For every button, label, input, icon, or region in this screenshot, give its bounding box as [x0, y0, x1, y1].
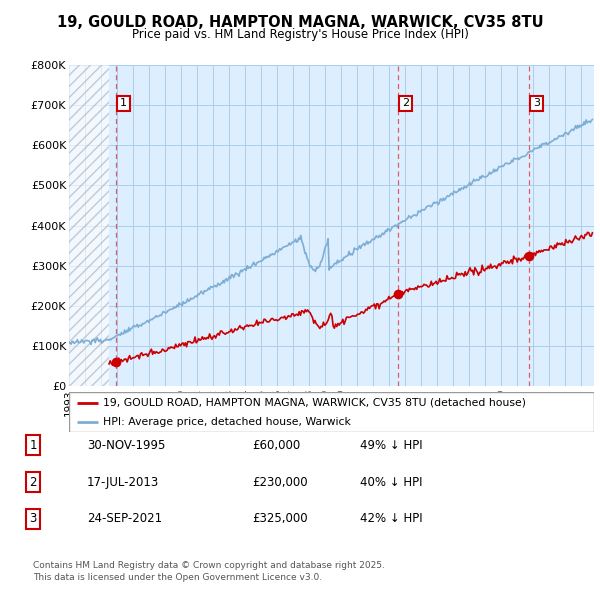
Text: Price paid vs. HM Land Registry's House Price Index (HPI): Price paid vs. HM Land Registry's House …: [131, 28, 469, 41]
Line: HPI: Average price, detached house, Warwick: HPI: Average price, detached house, Warw…: [69, 120, 592, 345]
19, GOULD ROAD, HAMPTON MAGNA, WARWICK, CV35 8TU (detached house): [411, 286, 418, 293]
19, GOULD ROAD, HAMPTON MAGNA, WARWICK, CV35 8TU (detached house): [589, 230, 596, 237]
Text: £230,000: £230,000: [252, 476, 308, 489]
HPI: Average price, detached house, Warwick: (1.99e+03, 1.08e+05): Average price, detached house, Warwick: …: [65, 340, 73, 347]
19, GOULD ROAD, HAMPTON MAGNA, WARWICK, CV35 8TU (detached house): [165, 344, 172, 351]
19, GOULD ROAD, HAMPTON MAGNA, WARWICK, CV35 8TU (detached house): [458, 270, 465, 277]
19, GOULD ROAD, HAMPTON MAGNA, WARWICK, CV35 8TU (detached house): [264, 319, 271, 326]
Text: 1: 1: [120, 99, 127, 109]
Text: 2: 2: [29, 476, 37, 489]
HPI: Average price, detached house, Warwick: (2.01e+03, 3.77e+05): Average price, detached house, Warwick: …: [378, 231, 385, 238]
HPI: Average price, detached house, Warwick: (2.01e+03, 3.33e+05): Average price, detached house, Warwick: …: [350, 249, 357, 256]
19, GOULD ROAD, HAMPTON MAGNA, WARWICK, CV35 8TU (detached house): [298, 307, 305, 314]
Text: 40% ↓ HPI: 40% ↓ HPI: [360, 476, 422, 489]
Text: 3: 3: [533, 99, 540, 109]
Text: 42% ↓ HPI: 42% ↓ HPI: [360, 512, 422, 525]
Line: 19, GOULD ROAD, HAMPTON MAGNA, WARWICK, CV35 8TU (detached house): 19, GOULD ROAD, HAMPTON MAGNA, WARWICK, …: [109, 232, 592, 365]
19, GOULD ROAD, HAMPTON MAGNA, WARWICK, CV35 8TU (detached house): [584, 229, 591, 236]
Text: 17-JUL-2013: 17-JUL-2013: [87, 476, 159, 489]
HPI: Average price, detached house, Warwick: (2.02e+03, 5.47e+05): Average price, detached house, Warwick: …: [496, 163, 503, 170]
Text: 3: 3: [29, 512, 37, 525]
Text: 24-SEP-2021: 24-SEP-2021: [87, 512, 162, 525]
Text: 49% ↓ HPI: 49% ↓ HPI: [360, 439, 422, 452]
Text: 2: 2: [402, 99, 409, 109]
Text: 19, GOULD ROAD, HAMPTON MAGNA, WARWICK, CV35 8TU (detached house): 19, GOULD ROAD, HAMPTON MAGNA, WARWICK, …: [103, 398, 526, 408]
HPI: Average price, detached house, Warwick: (2.03e+03, 6.64e+05): Average price, detached house, Warwick: …: [589, 116, 596, 123]
HPI: Average price, detached house, Warwick: (2.01e+03, 2.97e+05): Average price, detached house, Warwick: …: [315, 263, 322, 270]
Text: 1: 1: [29, 439, 37, 452]
19, GOULD ROAD, HAMPTON MAGNA, WARWICK, CV35 8TU (detached house): [106, 360, 113, 368]
HPI: Average price, detached house, Warwick: (1.99e+03, 1.05e+05): Average price, detached house, Warwick: …: [88, 341, 95, 348]
HPI: Average price, detached house, Warwick: (2.02e+03, 6.46e+05): Average price, detached house, Warwick: …: [577, 123, 584, 130]
Text: 30-NOV-1995: 30-NOV-1995: [87, 439, 166, 452]
19, GOULD ROAD, HAMPTON MAGNA, WARWICK, CV35 8TU (detached house): [455, 270, 463, 277]
19, GOULD ROAD, HAMPTON MAGNA, WARWICK, CV35 8TU (detached house): [109, 362, 116, 369]
Text: £325,000: £325,000: [252, 512, 308, 525]
Text: 19, GOULD ROAD, HAMPTON MAGNA, WARWICK, CV35 8TU: 19, GOULD ROAD, HAMPTON MAGNA, WARWICK, …: [56, 15, 544, 30]
Text: HPI: Average price, detached house, Warwick: HPI: Average price, detached house, Warw…: [103, 417, 351, 427]
Bar: [69, 65, 109, 386]
Text: Contains HM Land Registry data © Crown copyright and database right 2025.
This d: Contains HM Land Registry data © Crown c…: [33, 561, 385, 582]
Text: £60,000: £60,000: [252, 439, 300, 452]
HPI: Average price, detached house, Warwick: (2.01e+03, 3.13e+05): Average price, detached house, Warwick: …: [318, 257, 325, 264]
